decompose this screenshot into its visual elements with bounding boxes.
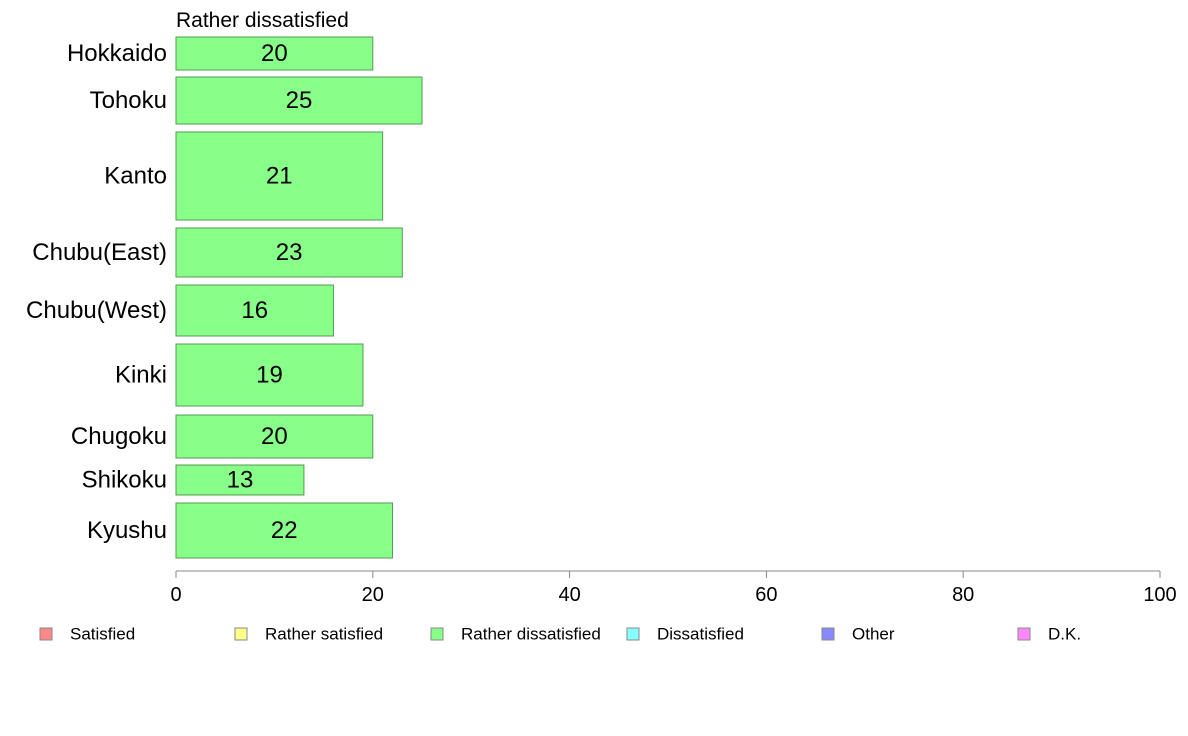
bar-tohoku: [175, 76, 423, 125]
legend-label: Dissatisfied: [657, 625, 744, 644]
legend-swatch: [234, 627, 248, 641]
x-tick-label: 40: [558, 584, 580, 606]
category-label: Kinki: [115, 362, 167, 389]
category-label: Kyushu: [87, 517, 167, 544]
legend: Satisfied Rather satisfied Rather dissatis…: [39, 625, 1081, 644]
bar-value-label: 16: [241, 297, 268, 324]
legend-swatch: [626, 627, 640, 641]
bar-value-label: 20: [261, 40, 288, 67]
legend-label: Satisfied: [70, 625, 135, 644]
bar-hokkaido: [175, 36, 374, 71]
bar-chubu-east-: [175, 227, 403, 278]
bar-value-label: 22: [271, 517, 298, 544]
x-axis: 0 20 40 60 80 100: [170, 570, 1177, 606]
x-tick-label: 60: [755, 584, 777, 606]
legend-swatch: [39, 627, 53, 641]
category-label: Chubu(East): [32, 239, 167, 266]
legend-swatch: [1017, 627, 1031, 641]
legend-swatch: [821, 627, 835, 641]
bar-chugoku: [175, 414, 374, 459]
bar-value-label: 19: [256, 362, 283, 389]
bars-group: 20 Hokkaido 25 Tohoku 21 Kanto 23 Chubu(East) 16…: [26, 36, 423, 559]
bar-value-label: 23: [276, 239, 303, 266]
bar-chubu-west-: [175, 284, 334, 337]
category-label: Hokkaido: [67, 40, 167, 67]
legend-label: Rather dissatisfied: [461, 625, 601, 644]
bar-shikoku: [175, 464, 305, 496]
legend-label: Rather satisfied: [265, 625, 383, 644]
legend-label: D.K.: [1048, 625, 1081, 644]
bar-kanto: [175, 131, 384, 221]
bar-value-label: 25: [286, 87, 313, 114]
bar-kinki: [175, 343, 364, 407]
bar-value-label: 13: [227, 467, 254, 494]
bar-value-label: 21: [266, 163, 293, 190]
x-tick-label: 100: [1143, 584, 1176, 606]
bar-kyushu: [175, 502, 393, 559]
x-tick-label: 20: [362, 584, 384, 606]
x-tick-label: 80: [952, 584, 974, 606]
chart-title: Rather dissatisfied: [176, 9, 349, 32]
bar-value-label: 20: [261, 423, 288, 450]
category-label: Chugoku: [71, 423, 167, 450]
category-label: Tohoku: [90, 87, 167, 114]
legend-swatch: [430, 627, 444, 641]
x-tick-label: 0: [170, 584, 181, 606]
category-label: Kanto: [104, 163, 167, 190]
category-label: Chubu(West): [26, 297, 167, 324]
category-label: Shikoku: [82, 467, 167, 494]
legend-label: Other: [852, 625, 895, 644]
